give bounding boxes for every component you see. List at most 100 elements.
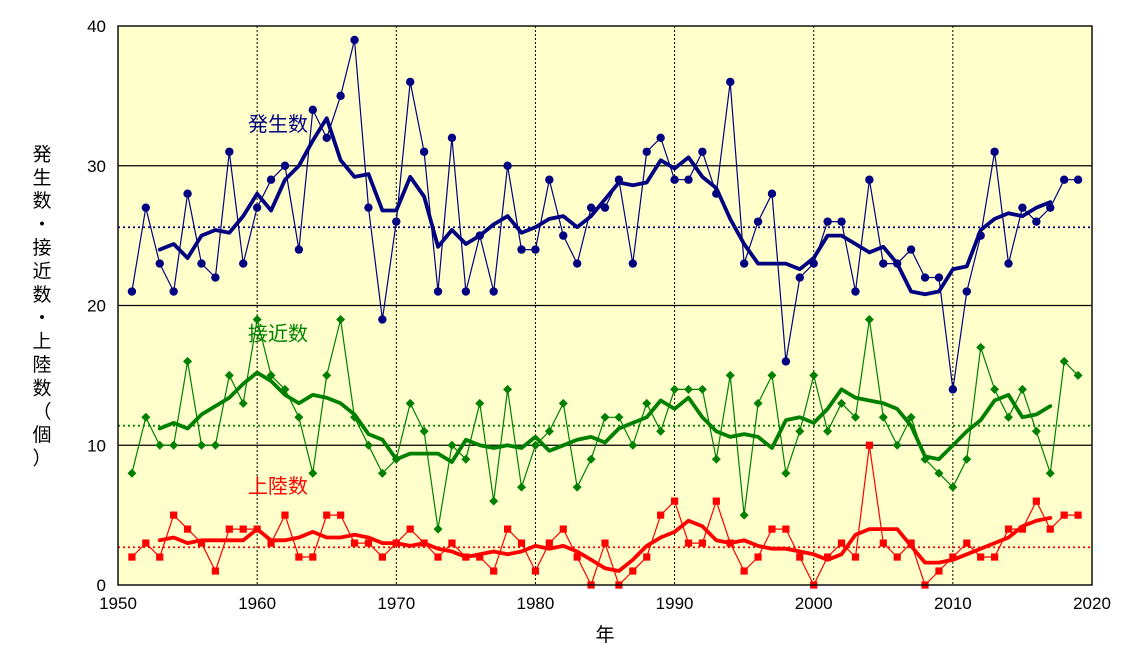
data-point bbox=[1046, 203, 1055, 212]
data-point bbox=[377, 468, 387, 478]
data-point bbox=[239, 259, 248, 268]
y-tick-label: 20 bbox=[87, 297, 106, 316]
data-point bbox=[294, 412, 304, 422]
data-point bbox=[337, 511, 345, 519]
data-point bbox=[419, 426, 429, 436]
data-point bbox=[391, 454, 401, 464]
data-point bbox=[725, 370, 735, 380]
data-point bbox=[809, 259, 818, 268]
data-point bbox=[267, 539, 275, 547]
x-tick-label: 2010 bbox=[934, 594, 972, 613]
data-point bbox=[642, 147, 651, 156]
data-point bbox=[1004, 525, 1013, 533]
data-point bbox=[503, 161, 512, 170]
data-point bbox=[239, 525, 247, 533]
data-point bbox=[197, 539, 206, 547]
data-point bbox=[795, 426, 805, 436]
data-point bbox=[489, 287, 498, 296]
data-point bbox=[1059, 175, 1069, 184]
data-point bbox=[990, 384, 1000, 394]
data-point bbox=[406, 525, 414, 533]
data-point bbox=[851, 287, 860, 296]
data-point bbox=[281, 511, 289, 519]
moving-average-line bbox=[157, 116, 1053, 297]
data-point bbox=[336, 91, 345, 101]
data-point bbox=[128, 553, 136, 561]
data-point bbox=[322, 370, 332, 380]
data-point bbox=[1018, 525, 1027, 533]
data-point bbox=[517, 539, 526, 547]
data-point bbox=[684, 539, 693, 547]
data-point bbox=[295, 553, 303, 561]
data-point bbox=[294, 245, 304, 254]
data-point bbox=[809, 370, 819, 380]
data-point bbox=[781, 357, 791, 366]
data-point bbox=[447, 133, 457, 142]
data-point bbox=[684, 175, 693, 184]
series-group bbox=[127, 314, 1083, 534]
data-point bbox=[949, 553, 957, 561]
x-tick-label: 1960 bbox=[238, 594, 276, 613]
y-axis-label: 発生数・接近数・上陸数（個） bbox=[32, 143, 51, 469]
data-point bbox=[363, 440, 373, 450]
data-point bbox=[211, 567, 219, 575]
data-point bbox=[824, 553, 832, 561]
data-point bbox=[419, 147, 429, 156]
data-point bbox=[948, 385, 958, 394]
data-point bbox=[1032, 497, 1040, 505]
data-point bbox=[739, 510, 749, 520]
data-point bbox=[1018, 203, 1027, 212]
data-point bbox=[879, 539, 887, 547]
data-point bbox=[670, 384, 680, 394]
data-point bbox=[127, 468, 137, 478]
data-point bbox=[461, 287, 471, 296]
data-point bbox=[1073, 175, 1083, 184]
data-point bbox=[726, 539, 734, 547]
data-point bbox=[141, 412, 151, 422]
data-point bbox=[935, 567, 943, 575]
data-point bbox=[586, 454, 596, 464]
data-point bbox=[837, 539, 846, 547]
data-point bbox=[726, 77, 735, 87]
data-point bbox=[364, 203, 373, 212]
data-point bbox=[851, 553, 860, 561]
data-point bbox=[531, 567, 540, 575]
plot-border bbox=[117, 25, 1093, 586]
moving-average-line bbox=[157, 516, 1053, 573]
data-point bbox=[392, 217, 401, 226]
data-point bbox=[698, 147, 707, 156]
data-point bbox=[976, 231, 985, 240]
data-point bbox=[225, 147, 234, 156]
data-point bbox=[1032, 217, 1041, 226]
data-point bbox=[280, 384, 290, 394]
data-point bbox=[127, 287, 137, 296]
data-point bbox=[433, 287, 443, 296]
data-point bbox=[350, 412, 360, 422]
data-point bbox=[1004, 259, 1013, 268]
data-point bbox=[544, 426, 554, 436]
data-point bbox=[892, 440, 902, 450]
data-point bbox=[156, 553, 164, 561]
data-point bbox=[196, 440, 206, 450]
data-point bbox=[545, 175, 554, 184]
data-point bbox=[850, 412, 860, 422]
data-point bbox=[183, 189, 192, 198]
data-point bbox=[628, 440, 638, 450]
data-point bbox=[712, 189, 721, 198]
data-point bbox=[462, 553, 470, 561]
data-point bbox=[475, 398, 485, 408]
series-group bbox=[127, 35, 1083, 394]
data-point bbox=[434, 553, 442, 561]
data-point bbox=[183, 525, 192, 533]
data-point bbox=[796, 553, 804, 561]
data-point bbox=[768, 525, 776, 533]
data-point bbox=[614, 412, 624, 422]
x-tick-label: 1970 bbox=[377, 594, 415, 613]
data-point bbox=[475, 231, 484, 240]
data-point bbox=[252, 203, 262, 212]
data-point bbox=[934, 468, 944, 478]
grid-lines bbox=[118, 26, 1092, 585]
data-point bbox=[350, 35, 359, 45]
data-point bbox=[378, 553, 386, 561]
